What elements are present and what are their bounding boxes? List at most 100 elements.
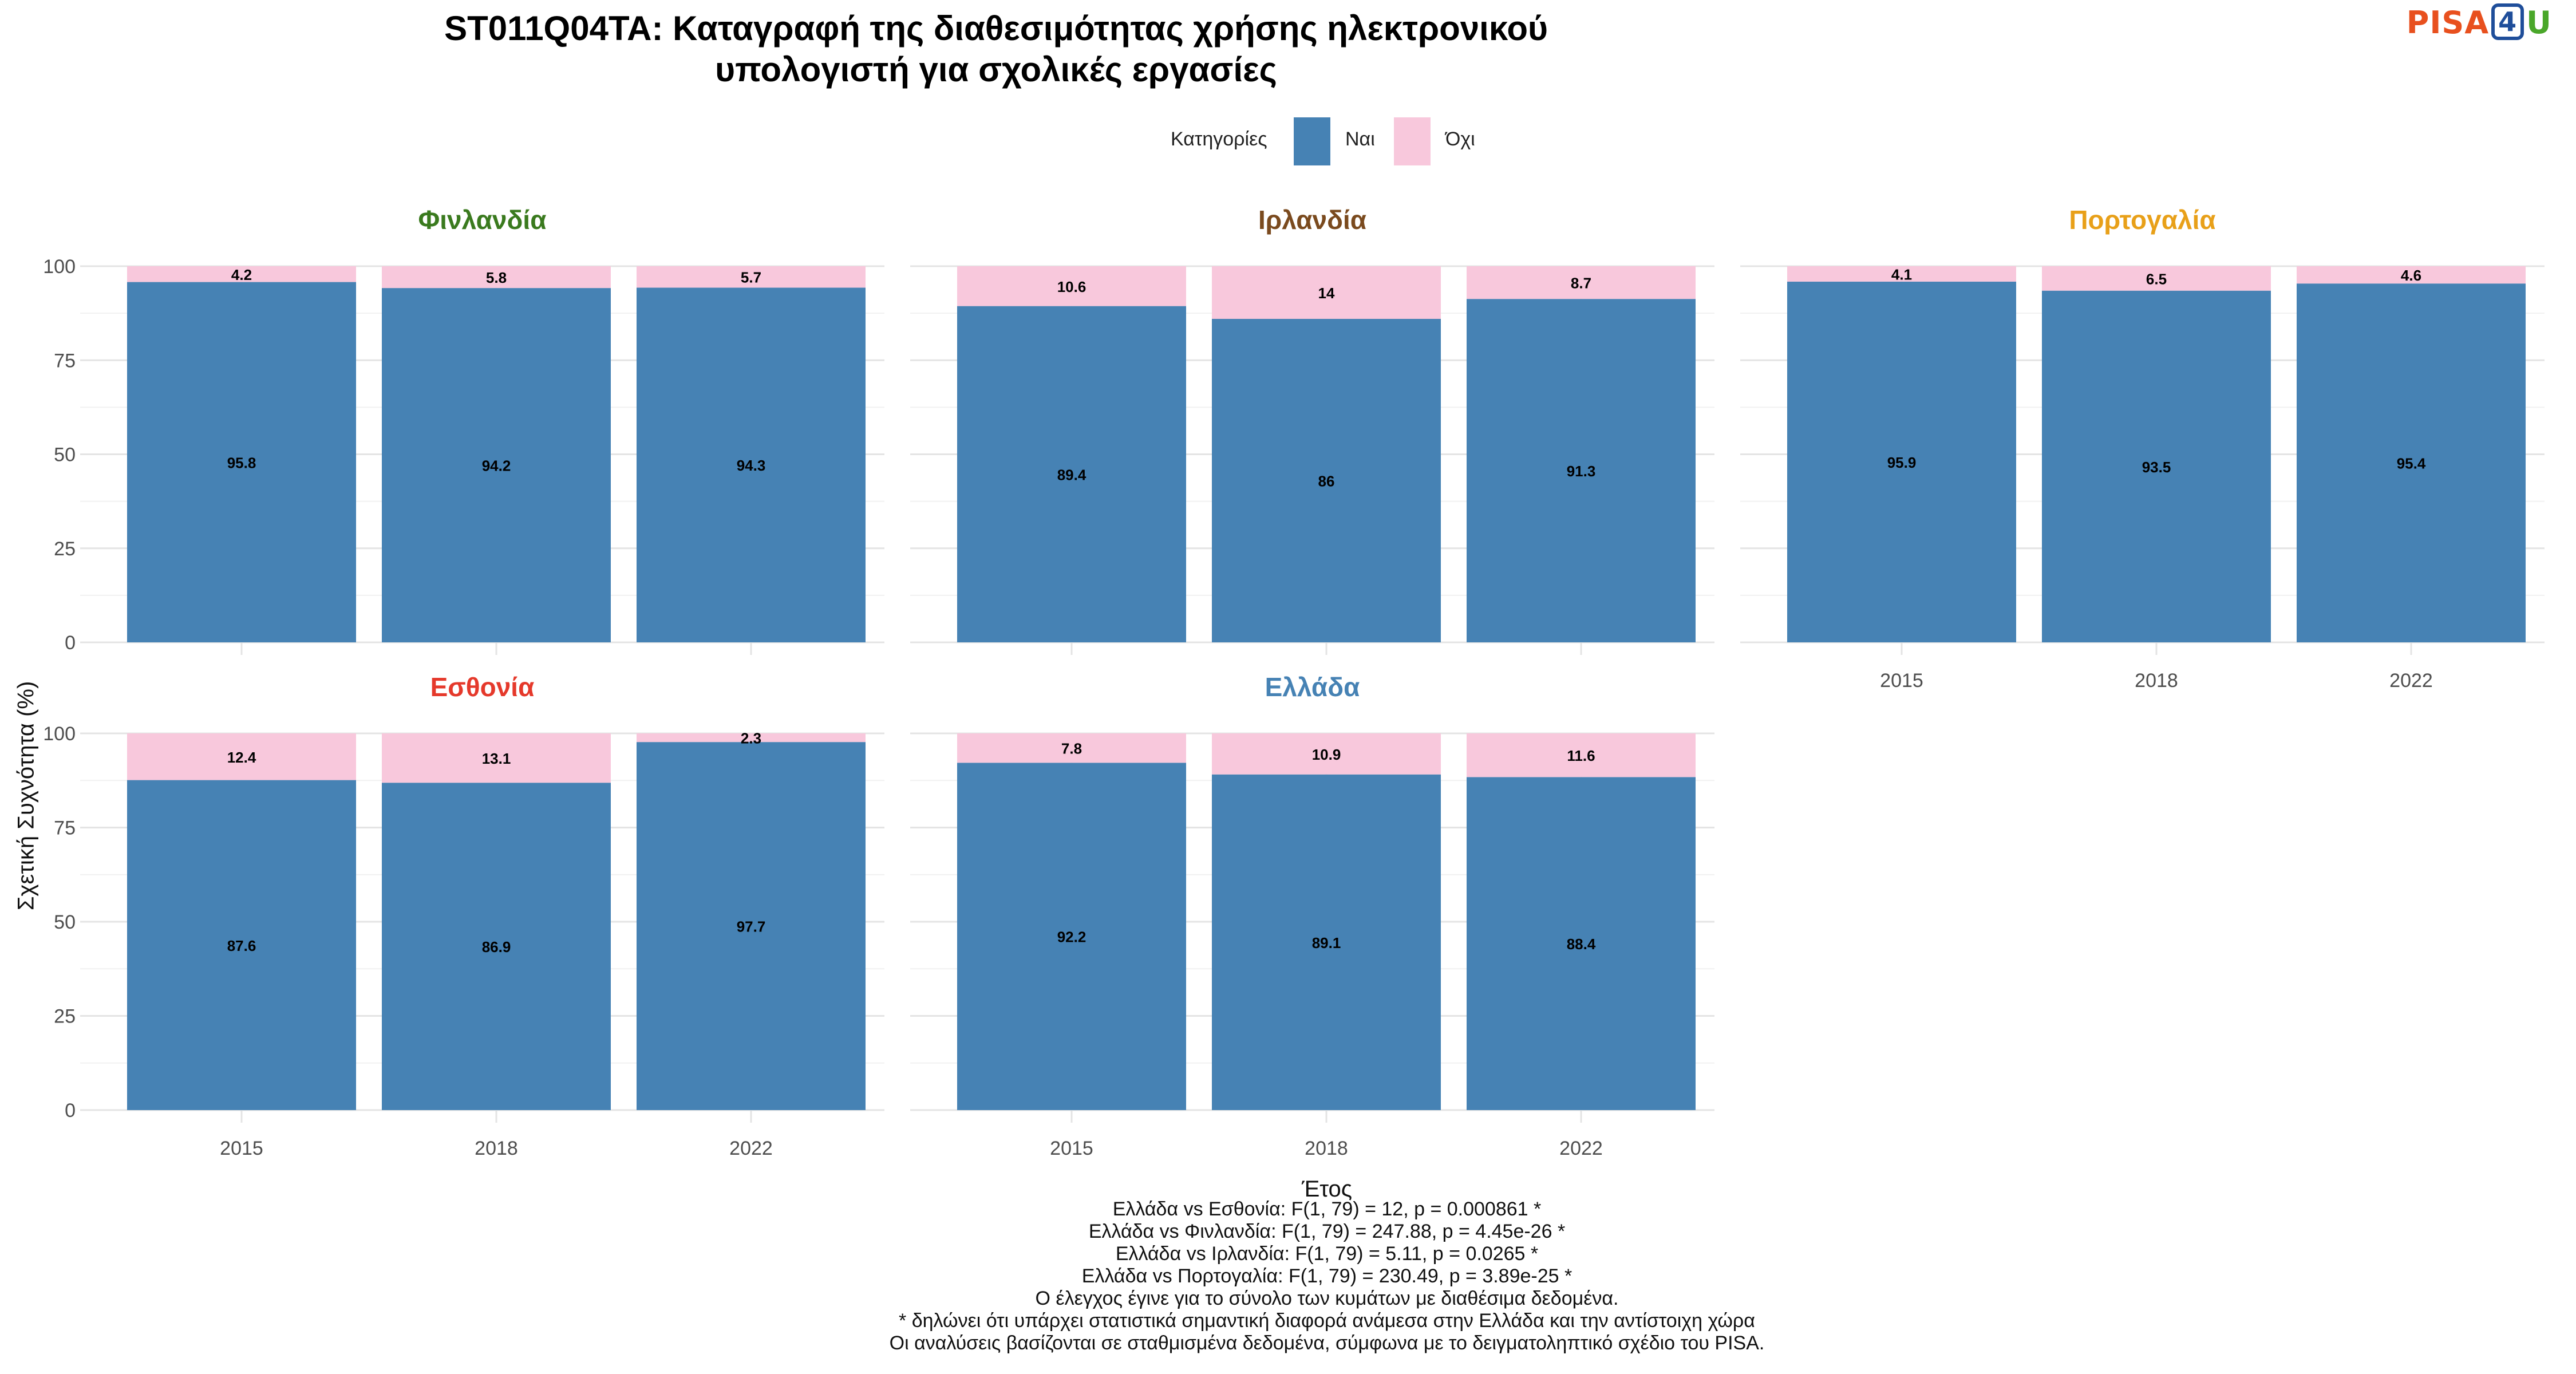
bar-label-yes: 97.7 (737, 918, 766, 935)
y-tick-label: 75 (54, 350, 76, 372)
y-tick-label: 50 (54, 444, 76, 466)
bar-no (637, 266, 866, 288)
bar-no (1212, 266, 1441, 319)
x-axis-title: Έτος (1301, 1176, 1353, 1202)
caption-line-6: * δηλώνει ότι υπάρχει στατιστικά σημαντι… (899, 1310, 1755, 1332)
bar-label-yes: 89.4 (1057, 466, 1086, 483)
y-tick-label: 100 (43, 723, 76, 745)
facet-panel-1: Φινλανδία 0 25 50 75 100 95.8 4.2 94.2 5.8 94.3 5.7 (43, 205, 884, 655)
facet-title: Φινλανδία (418, 205, 547, 235)
bar-yes (127, 780, 356, 1110)
bar-yes (2042, 290, 2271, 643)
bar-yes (2297, 283, 2526, 642)
facet-panel-3: Πορτογαλία 95.9 4.1 93.5 6.5 95.4 4.6 2015 2018 2… (1740, 205, 2545, 692)
bar-yes (1467, 777, 1696, 1110)
bar-label-no: 4.1 (1891, 266, 1912, 283)
bar-label-no: 4.2 (231, 266, 252, 283)
bar-label-yes: 95.8 (227, 454, 256, 471)
caption-line-1: Ελλάδα vs Εσθονία: F(1, 79) = 12, p = 0.… (1112, 1198, 1542, 1220)
bar-no (1467, 733, 1696, 777)
x-tick-label: 2022 (1559, 1138, 1603, 1159)
bar-label-yes: 86 (1318, 472, 1335, 489)
x-tick-label: 2015 (1050, 1138, 1093, 1159)
legend-title: Κατηγορίες (1171, 128, 1267, 150)
y-tick-label: 25 (54, 538, 76, 560)
bar-label-no: 10.6 (1057, 278, 1086, 295)
caption-line-3: Ελλάδα vs Ιρλανδία: F(1, 79) = 5.11, p =… (1115, 1243, 1539, 1265)
x-tick-label: 2018 (475, 1138, 518, 1159)
bar-no (1212, 733, 1441, 775)
caption-line-7: Οι αναλύσεις βασίζονται σε σταθμισμένα δ… (889, 1332, 1765, 1354)
bar-yes (127, 282, 356, 642)
bar-no (957, 266, 1186, 306)
bar-label-yes: 93.5 (2142, 459, 2171, 476)
x-tick-label: 2018 (2135, 670, 2178, 692)
bar-label-no: 2.3 (741, 730, 761, 747)
facet-title: Πορτογαλία (2069, 205, 2215, 235)
facet-title: Ελλάδα (1265, 672, 1360, 702)
legend-label-no: Όχι (1445, 128, 1475, 150)
bar-yes (637, 287, 866, 643)
x-tick-label: 2022 (2389, 670, 2433, 692)
bar-label-yes: 94.3 (737, 457, 766, 474)
bar-label-no: 11.6 (1567, 747, 1595, 764)
y-axis-title: Σχετική Συχνότητα (%) (13, 681, 39, 911)
chart-title-line-2: υπολογιστή για σχολικές εργασίες (715, 50, 1277, 89)
y-tick-label: 50 (54, 911, 76, 933)
bar-label-yes: 92.2 (1057, 929, 1086, 946)
bar-label-yes: 89.1 (1312, 934, 1341, 951)
caption: Ελλάδα vs Εσθονία: F(1, 79) = 12, p = 0.… (0, 1198, 2576, 1355)
bar-no (1787, 266, 2016, 282)
bar-no (2297, 266, 2526, 284)
bar-no (637, 733, 866, 743)
bar-label-yes: 87.6 (227, 937, 256, 954)
bar-no (1467, 266, 1696, 299)
bar-label-yes: 94.2 (482, 457, 511, 475)
bar-no (382, 733, 611, 783)
facet-panel-5: Ελλάδα 92.2 7.8 89.1 10.9 88.4 11.6 2015 2018 202… (910, 672, 1714, 1159)
bar-label-no: 4.6 (2401, 267, 2421, 284)
x-tick-label: 2015 (1880, 670, 1923, 692)
bar-no (382, 266, 611, 289)
y-tick-label: 75 (54, 818, 76, 839)
bar-yes (382, 288, 611, 643)
facet-title: Ιρλανδία (1258, 205, 1366, 235)
bar-label-no: 13.1 (482, 750, 511, 767)
bar-yes (1212, 774, 1441, 1110)
x-tick-label: 2022 (729, 1138, 773, 1159)
bar-label-yes: 88.4 (1567, 935, 1596, 953)
y-tick-label: 0 (65, 1100, 76, 1122)
x-tick-label: 2015 (220, 1138, 263, 1159)
bar-label-yes: 95.9 (1887, 454, 1917, 471)
bar-label-no: 8.7 (1571, 275, 1591, 292)
chart-title-line-1: ST011Q04TA: Καταγραφή της διαθεσιμότητας… (444, 9, 1548, 48)
chart-title: ST011Q04TA: Καταγραφή της διαθεσιμότητας… (0, 8, 1992, 90)
bar-no (127, 266, 356, 282)
bar-label-no: 5.8 (486, 269, 507, 286)
facet-panel-2: Ιρλανδία 89.4 10.6 86 14 91.3 8.7 (910, 205, 1714, 655)
bar-label-no: 7.8 (1061, 740, 1082, 757)
caption-line-4: Ελλάδα vs Πορτογαλία: F(1, 79) = 230.49,… (1081, 1265, 1573, 1287)
bar-yes (1212, 318, 1441, 642)
caption-line-5: Ο έλεγχος έγινε για το σύνολο των κυμάτω… (1035, 1288, 1619, 1309)
bar-label-no: 6.5 (2146, 270, 2167, 287)
bar-no (957, 733, 1186, 763)
bar-yes (957, 763, 1186, 1110)
bar-yes (957, 306, 1186, 642)
bar-no (2042, 266, 2271, 291)
bar-label-yes: 86.9 (482, 938, 511, 956)
bar-label-no: 10.9 (1312, 746, 1341, 763)
bar-yes (1467, 299, 1696, 642)
bar-label-no: 14 (1318, 285, 1335, 302)
legend-key-no (1394, 117, 1431, 165)
bar-yes (637, 742, 866, 1110)
legend-label-yes: Ναι (1345, 128, 1375, 150)
bar-no (127, 733, 356, 780)
bar-label-yes: 91.3 (1567, 463, 1596, 480)
bar-yes (1787, 281, 2016, 642)
x-tick-label: 2018 (1305, 1138, 1348, 1159)
y-tick-label: 100 (43, 256, 76, 278)
caption-line-2: Ελλάδα vs Φινλανδία: F(1, 79) = 247.88, … (1088, 1221, 1566, 1242)
pisa4u-logo: PISA 4 U (2406, 3, 2552, 41)
